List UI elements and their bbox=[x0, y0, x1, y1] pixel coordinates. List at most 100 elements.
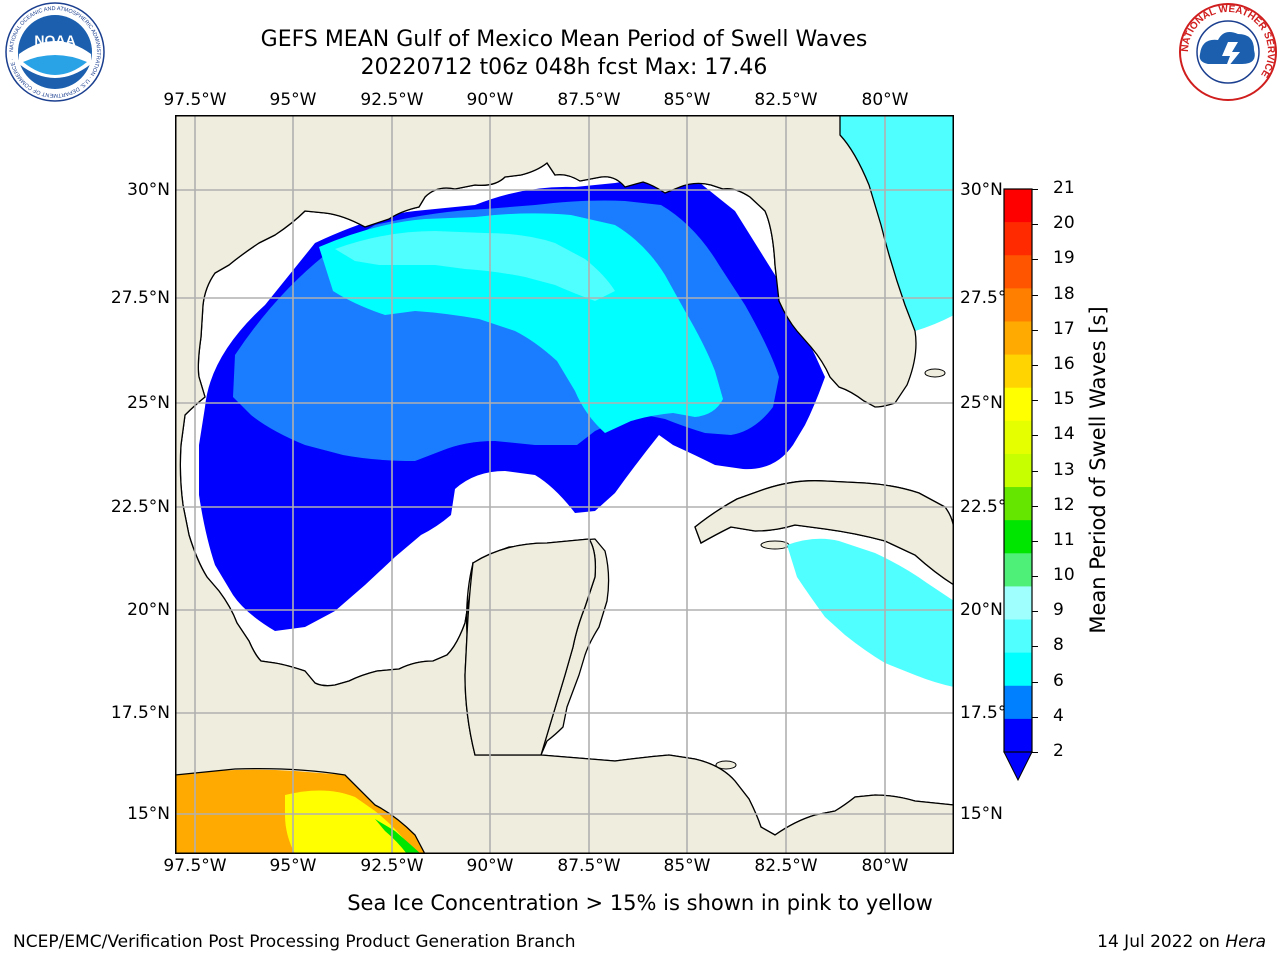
colorbar-tick-mark bbox=[1032, 646, 1038, 648]
lat-label-left: 22.5°N bbox=[110, 497, 170, 517]
chart-subtitle: 20220712 t06z 048h fcst Max: 17.46 bbox=[360, 55, 768, 80]
colorbar-tick-mark bbox=[1032, 470, 1038, 472]
lon-label-bottom: 80°W bbox=[861, 856, 909, 876]
colorbar-tick-label: 13 bbox=[1053, 459, 1075, 480]
colorbar-cell bbox=[1004, 586, 1032, 621]
colorbar-cell bbox=[1004, 619, 1032, 654]
colorbar-tick-mark bbox=[1032, 364, 1038, 366]
colorbar-tick-label: 12 bbox=[1053, 494, 1075, 515]
sea-ice-note: Sea Ice Concentration > 15% is shown in … bbox=[347, 891, 933, 915]
lon-label-bottom: 87.5°W bbox=[557, 856, 621, 876]
swell-caribbean-6-8s bbox=[787, 538, 954, 687]
colorbar-cell bbox=[1004, 354, 1032, 389]
colorbar-cell bbox=[1004, 652, 1032, 687]
colorbar-cell bbox=[1004, 420, 1032, 455]
noaa-logo: NOAA NATIONAL OCEANIC AND ATMOSPHERIC AD… bbox=[5, 2, 105, 102]
lon-label-top: 95°W bbox=[269, 90, 317, 110]
colorbar-cell bbox=[1004, 222, 1032, 256]
lon-label-top: 97.5°W bbox=[163, 90, 227, 110]
colorbar-tick-label: 2 bbox=[1053, 741, 1064, 761]
swell-pacific-15s bbox=[285, 790, 415, 854]
footer-date: 14 Jul 2022 on Hera bbox=[1097, 932, 1266, 952]
swell-field bbox=[175, 115, 954, 854]
lat-label-left: 30°N bbox=[127, 180, 170, 200]
colorbar-cell bbox=[1004, 718, 1032, 753]
lat-label-right: 25°N bbox=[960, 393, 1003, 413]
colorbar-tick-mark bbox=[1032, 329, 1038, 331]
map-frame bbox=[175, 115, 954, 854]
colorbar-tick-mark bbox=[1032, 576, 1038, 578]
footer-credit: NCEP/EMC/Verification Post Processing Pr… bbox=[13, 932, 576, 952]
colorbar-tick-mark bbox=[1032, 259, 1038, 261]
land-overlay bbox=[175, 115, 954, 854]
colorbar-tick-mark bbox=[1032, 400, 1038, 402]
colorbar-tick-mark bbox=[1032, 716, 1038, 718]
lon-label-top: 92.5°W bbox=[360, 90, 424, 110]
lat-label-left: 20°N bbox=[127, 600, 170, 620]
colorbar-tick-mark bbox=[1032, 540, 1038, 542]
colorbar-tick-label: 10 bbox=[1053, 565, 1075, 586]
yucatan-overlay bbox=[464, 538, 597, 756]
colorbar-cell bbox=[1004, 685, 1032, 720]
colorbar-extend-min bbox=[1003, 751, 1033, 782]
colorbar-tick-label: 9 bbox=[1053, 600, 1064, 621]
colorbar-tick-label: 16 bbox=[1053, 353, 1075, 374]
gridlines bbox=[175, 115, 954, 854]
lon-label-top: 80°W bbox=[861, 90, 909, 110]
colorbar-cell bbox=[1004, 255, 1032, 289]
noaa-logo-text: NOAA bbox=[34, 32, 75, 48]
colorbar-tick-mark bbox=[1032, 611, 1038, 613]
lon-label-bottom: 92.5°W bbox=[360, 856, 424, 876]
lat-label-left: 25°N bbox=[127, 393, 170, 413]
swell-band-6s bbox=[319, 213, 723, 433]
colorbar-cell bbox=[1004, 487, 1032, 521]
chart-title: GEFS MEAN Gulf of Mexico Mean Period of … bbox=[260, 27, 868, 52]
lon-label-bottom: 85°W bbox=[663, 856, 711, 876]
swell-atlantic-6s bbox=[840, 115, 954, 331]
lon-label-bottom: 97.5°W bbox=[163, 856, 227, 876]
lat-label-left: 15°N bbox=[127, 804, 170, 824]
colorbar-tick-mark bbox=[1032, 294, 1038, 296]
nws-logo: NATIONAL WEATHER SERVICE bbox=[1179, 3, 1277, 101]
colorbar-tick-label: 6 bbox=[1053, 670, 1064, 691]
colorbar-cell bbox=[1004, 288, 1032, 322]
colorbar-tick-mark bbox=[1032, 752, 1038, 753]
colorbar-tick-label: 4 bbox=[1053, 705, 1064, 726]
lon-label-top: 87.5°W bbox=[557, 90, 621, 110]
footer-host: Hera bbox=[1225, 932, 1266, 952]
lon-label-bottom: 90°W bbox=[466, 856, 514, 876]
colorbar-tick-label: 21 bbox=[1053, 178, 1075, 198]
colorbar-tick-label: 14 bbox=[1053, 424, 1075, 445]
lon-label-top: 85°W bbox=[663, 90, 711, 110]
colorbar-tick-label: 19 bbox=[1053, 248, 1075, 269]
colorbar-tick-mark bbox=[1032, 681, 1038, 683]
lat-label-right: 15°N bbox=[960, 804, 1003, 824]
lon-label-top: 82.5°W bbox=[754, 90, 818, 110]
colorbar-tick-label: 18 bbox=[1053, 283, 1075, 304]
colorbar-tick-mark bbox=[1032, 224, 1038, 226]
lat-label-right: 30°N bbox=[960, 180, 1003, 200]
lon-label-bottom: 82.5°W bbox=[754, 856, 818, 876]
colorbar-cell bbox=[1004, 387, 1032, 422]
swell-pacific-12s bbox=[375, 819, 421, 854]
colorbar bbox=[1003, 188, 1033, 782]
lon-label-top: 90°W bbox=[466, 90, 514, 110]
colorbar-cell bbox=[1004, 321, 1032, 356]
colorbar-tick-label: 20 bbox=[1053, 213, 1075, 234]
colorbar-cell bbox=[1004, 553, 1032, 587]
colorbar-tick-mark bbox=[1032, 505, 1038, 507]
colorbar-tick-mark bbox=[1032, 435, 1038, 437]
map-panel bbox=[175, 115, 954, 854]
colorbar-label: Mean Period of Swell Waves [s] bbox=[1086, 306, 1110, 634]
lat-label-left: 27.5°N bbox=[110, 288, 170, 308]
lat-label-left: 17.5°N bbox=[110, 703, 170, 723]
colorbar-cell bbox=[1004, 189, 1032, 223]
colorbar-tick-label: 17 bbox=[1053, 318, 1075, 339]
colorbar-tick-label: 8 bbox=[1053, 635, 1064, 656]
lon-label-bottom: 95°W bbox=[269, 856, 317, 876]
colorbar-tick-label: 15 bbox=[1053, 389, 1075, 410]
colorbar-tick-label: 11 bbox=[1053, 529, 1075, 550]
lat-label-right: 20°N bbox=[960, 600, 1003, 620]
colorbar-tick-mark bbox=[1032, 189, 1038, 190]
colorbar-cell bbox=[1004, 520, 1032, 554]
